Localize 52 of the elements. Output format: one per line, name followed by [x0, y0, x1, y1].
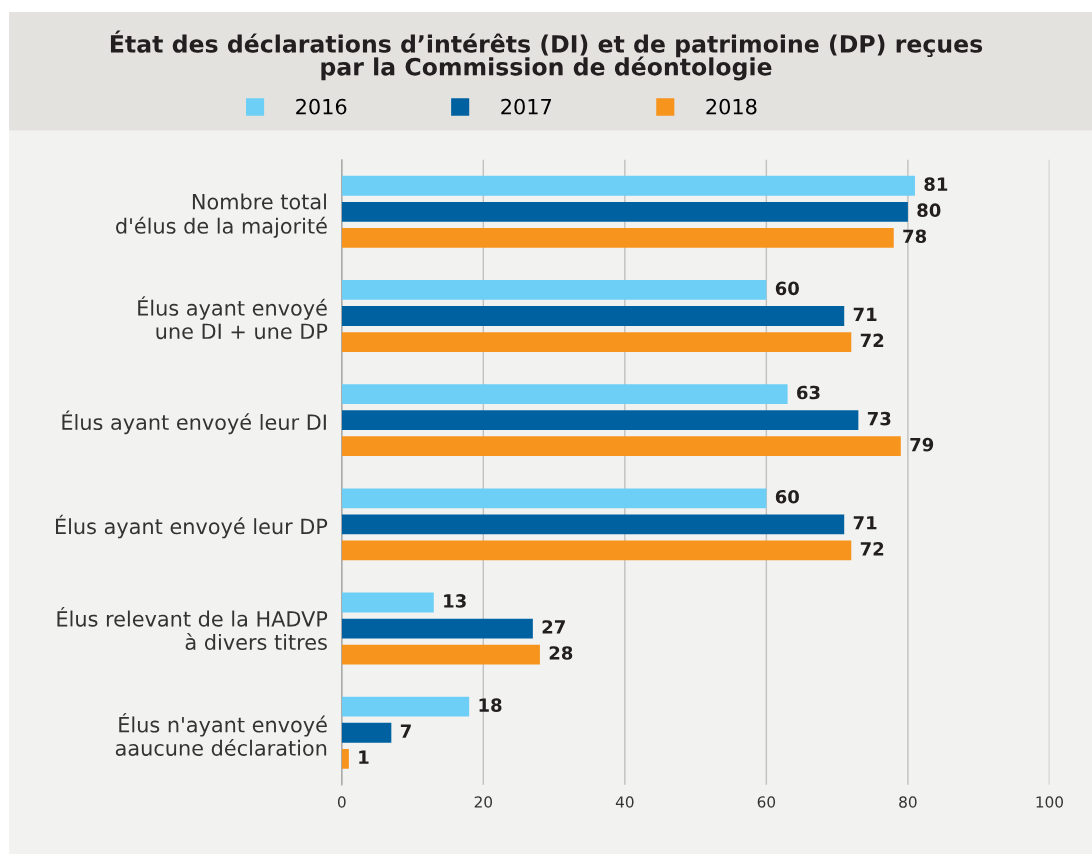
data-label: 73: [867, 411, 891, 426]
y-tick-label: Élus n'ayant envoyé aaucune déclaration: [115, 713, 327, 756]
x-tick-label: 0: [337, 796, 346, 808]
bar: [341, 201, 908, 222]
bar: [341, 592, 434, 613]
data-label: 71: [853, 516, 877, 530]
legend-label: 2018: [706, 98, 757, 115]
y-tick-label: Nombre total d'élus de la majorité: [116, 193, 327, 238]
data-label: 60: [775, 281, 799, 296]
y-tick-label: Élus ayant envoyé leur DP: [56, 514, 328, 539]
data-label: 81: [924, 177, 948, 191]
y-tick-label: Élus ayant envoyé leur DI: [62, 410, 326, 435]
data-label: 63: [797, 385, 820, 400]
data-label: 78: [903, 229, 927, 244]
bar: [341, 332, 852, 352]
bar: [341, 410, 859, 431]
x-tick-label: 40: [615, 796, 634, 808]
bar: [341, 175, 915, 196]
bar: [341, 540, 852, 561]
bar: [341, 227, 894, 248]
legend-label: 2016: [296, 98, 347, 115]
bar: [341, 514, 845, 535]
chart-title: État des déclarations d’intérêts (DI) et de patrimoine (DP) reçues par la Commission de déontologie: [110, 30, 983, 81]
data-label: 1: [359, 750, 369, 764]
bar: [341, 306, 845, 326]
data-label: 28: [549, 646, 573, 660]
bar: [341, 436, 901, 457]
data-label: 18: [479, 698, 502, 712]
data-label: 7: [400, 724, 411, 738]
bar: [341, 384, 788, 405]
data-label: 60: [775, 489, 799, 504]
x-tick-label: 100: [1036, 796, 1063, 808]
y-tick-label: Élus ayant envoyé une DI + une DP: [138, 296, 328, 340]
data-label: 79: [910, 437, 934, 452]
x-tick-label: 20: [474, 796, 493, 808]
x-tick-label: 60: [757, 796, 776, 808]
data-label: 13: [444, 594, 466, 608]
bar: [341, 748, 349, 769]
data-label: 72: [860, 333, 884, 348]
data-label: 27: [542, 620, 565, 634]
bar: [341, 280, 767, 300]
data-label: 72: [860, 541, 884, 556]
x-tick-label: 80: [899, 796, 917, 808]
legend-label: 2017: [501, 98, 552, 115]
data-label: 71: [853, 307, 877, 321]
bar: [341, 722, 392, 743]
y-tick-label: Élus relevant de la HADVP à divers titres: [57, 607, 328, 650]
bar: [341, 644, 540, 665]
bar: [341, 618, 533, 639]
data-label: 80: [917, 203, 941, 218]
bar: [341, 696, 470, 717]
bar: [341, 488, 767, 509]
